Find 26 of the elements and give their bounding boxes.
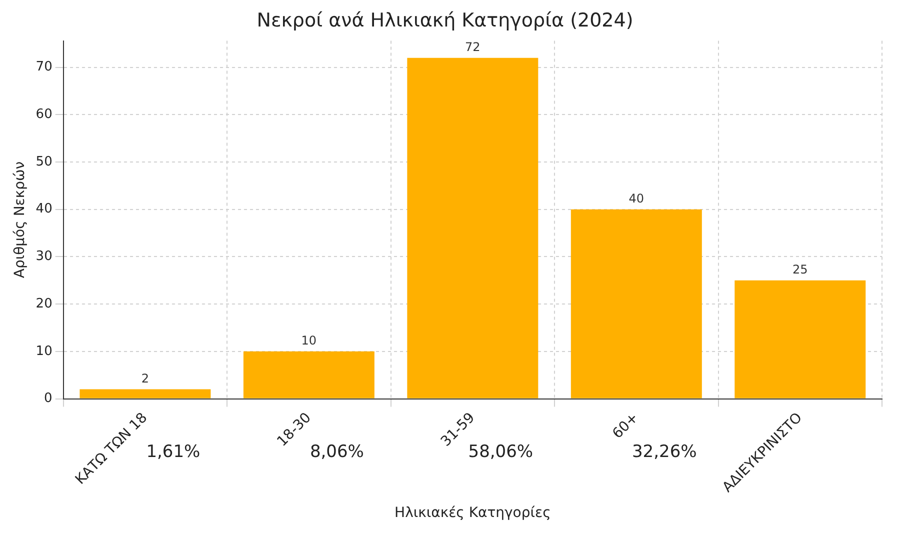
- text: 32,26%: [632, 442, 697, 462]
- data-label: 2: [141, 371, 150, 386]
- x-axis-title: Ηλικιακές Κατηγορίες: [394, 505, 551, 522]
- bar: [407, 58, 538, 398]
- y-tick-label: 20: [36, 296, 52, 312]
- bar: [80, 389, 211, 398]
- chart-title: Νεκροί ανά Ηλικιακή Κατηγορία (2024): [256, 9, 634, 32]
- x-tick-label: 60+: [610, 410, 642, 442]
- y-tick-label: 60: [36, 107, 52, 122]
- text: 1,61%: [146, 442, 200, 462]
- y-tick-label: 30: [36, 249, 52, 264]
- y-axis-title: Αριθμός Νεκρών: [12, 161, 28, 278]
- bar: [243, 351, 374, 398]
- text: 8,06%: [310, 442, 364, 462]
- data-label: 25: [792, 262, 808, 277]
- y-tick-label: 10: [36, 344, 52, 359]
- data-label: 10: [301, 334, 317, 348]
- y-tick-label: 40: [36, 202, 52, 217]
- text: 58,06%: [468, 442, 534, 462]
- data-label: 72: [465, 40, 480, 54]
- y-tick-label: 0: [44, 391, 52, 406]
- bar: [734, 280, 866, 398]
- y-tick-label: 50: [36, 154, 52, 170]
- y-tick-label: 70: [36, 60, 52, 75]
- data-label: 40: [628, 191, 644, 206]
- bar: [570, 209, 702, 398]
